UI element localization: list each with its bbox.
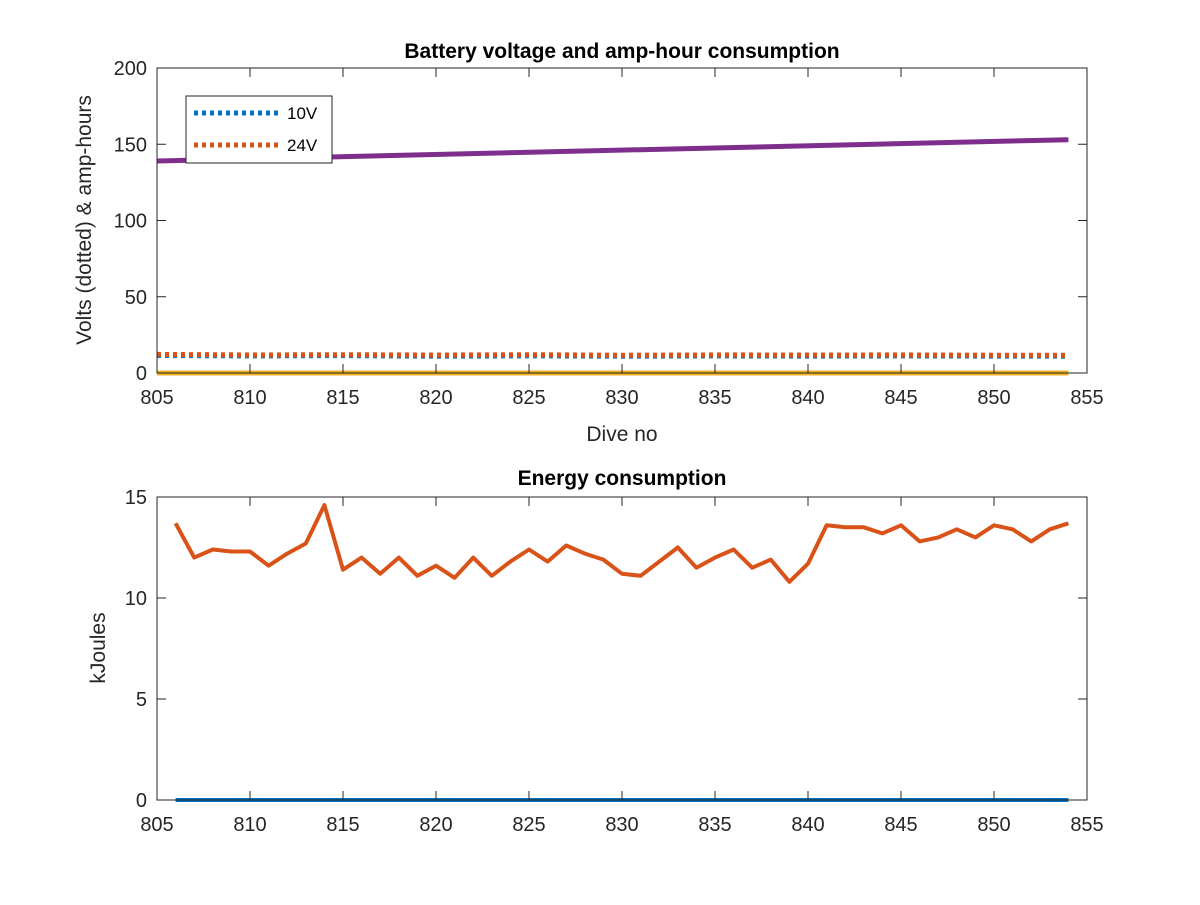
- voltage-x-tick-label: 830: [605, 387, 638, 409]
- energy-ticks: 805 810 815 820 825 830 835 840 845 850 855 0 5 10 15: [125, 487, 1104, 836]
- energy-axes: 805 810 815 820 825 830 835 840 845 850 855051015 …: [87, 467, 1104, 836]
- energy-y-tick-label: 5: [136, 689, 147, 711]
- energy-x-tick-label: 810: [233, 814, 266, 836]
- energy-x-tick-label: 840: [791, 814, 824, 836]
- energy-y-axis-label: kJoules: [87, 612, 110, 683]
- voltage-series-line-1: [156, 351, 1069, 358]
- legend-box: [185, 95, 333, 164]
- voltage-ticks: 805 810 815 820 825 830 835 840 845 850 855 0 50 100 1…: [114, 58, 1104, 409]
- voltage-x-axis-label: Dive no: [586, 423, 657, 446]
- voltage-x-tick-label: 855: [1070, 387, 1103, 409]
- energy-x-tick-label: 820: [419, 814, 452, 836]
- voltage-x-tick-label: 850: [977, 387, 1010, 409]
- legend: 10V 24V: [185, 95, 333, 164]
- voltage-x-tick-label: 825: [512, 387, 545, 409]
- voltage-y-axis-label: Volts (dotted) & amp-hours: [73, 95, 96, 345]
- energy-x-tick-label: 805: [140, 814, 173, 836]
- voltage-axes: 805 810 815 820 825 830 835 840 845 850 855 0 50 100 1…: [73, 40, 1104, 446]
- voltage-y-tick-label: 0: [136, 363, 147, 385]
- voltage-x-tick-label: 810: [233, 387, 266, 409]
- energy-x-tick-label: 825: [512, 814, 545, 836]
- energy-chart-title: Energy consumption: [518, 467, 727, 490]
- energy-x-tick-label: 850: [977, 814, 1010, 836]
- energy-y-tick-label: 0: [136, 790, 147, 812]
- voltage-y-tick-label: 200: [114, 58, 147, 80]
- energy-y-tick-label: 15: [125, 487, 147, 509]
- voltage-chart-title: Battery voltage and amp-hour consumption: [404, 40, 839, 63]
- energy-x-tick-label: 845: [884, 814, 917, 836]
- voltage-x-tick-label: 840: [791, 387, 824, 409]
- legend-label-24v: 24V: [287, 136, 318, 155]
- energy-x-tick-label: 830: [605, 814, 638, 836]
- energy-x-tick-label: 815: [326, 814, 359, 836]
- energy-y-tick-label: 10: [125, 588, 147, 610]
- voltage-x-tick-label: 805: [140, 387, 173, 409]
- voltage-y-tick-label: 50: [125, 287, 147, 309]
- voltage-y-tick-label: 100: [114, 211, 147, 233]
- voltage-x-tick-label: 820: [419, 387, 452, 409]
- energy-x-tick-label: 835: [698, 814, 731, 836]
- legend-label-10v: 10V: [287, 104, 318, 123]
- energy-x-tick-label: 855: [1070, 814, 1103, 836]
- voltage-x-tick-label: 835: [698, 387, 731, 409]
- voltage-x-tick-label: 815: [326, 387, 359, 409]
- voltage-y-tick-label: 150: [114, 134, 147, 156]
- energy-series-line-0: [173, 503, 1070, 584]
- voltage-x-tick-label: 845: [884, 387, 917, 409]
